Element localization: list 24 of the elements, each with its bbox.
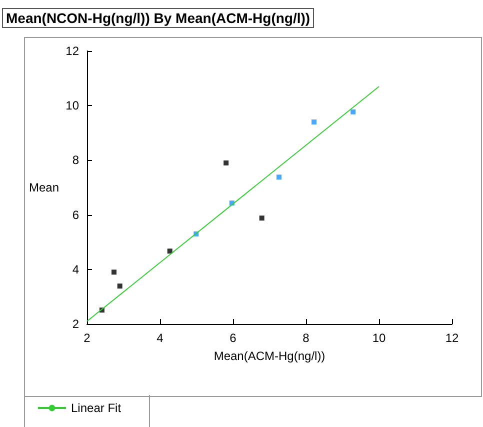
y-axis-title: Mean bbox=[28, 180, 59, 194]
point bbox=[276, 174, 282, 180]
x-tick-label: 8 bbox=[302, 331, 310, 345]
point bbox=[224, 160, 229, 166]
point bbox=[350, 109, 356, 114]
x-tick-label: 12 bbox=[445, 331, 459, 345]
y-tick-label: 2 bbox=[72, 317, 80, 331]
point bbox=[312, 119, 317, 124]
y-tick-label: 4 bbox=[72, 262, 80, 276]
point bbox=[167, 248, 172, 254]
point bbox=[259, 216, 264, 221]
legend-label: Linear Fit bbox=[71, 401, 122, 415]
point bbox=[117, 284, 122, 289]
x-tick-label: 4 bbox=[156, 331, 164, 345]
y-tick-label: 10 bbox=[66, 98, 80, 113]
y-tick-label: 6 bbox=[72, 208, 80, 222]
x-tick-label: 6 bbox=[230, 331, 237, 345]
y-tick-label: 12 bbox=[66, 44, 80, 58]
x-tick-label: 2 bbox=[84, 331, 91, 345]
point bbox=[112, 270, 117, 275]
y-tick-label: 8 bbox=[72, 153, 80, 168]
x-axis-title: Mean(ACM-Hg(ng/l)) bbox=[214, 349, 326, 363]
x-tick-label: 10 bbox=[372, 331, 386, 345]
chart-title: Mean(NCON-Hg(ng/l)) By Mean(ACM-Hg(ng/l)) bbox=[6, 10, 310, 26]
